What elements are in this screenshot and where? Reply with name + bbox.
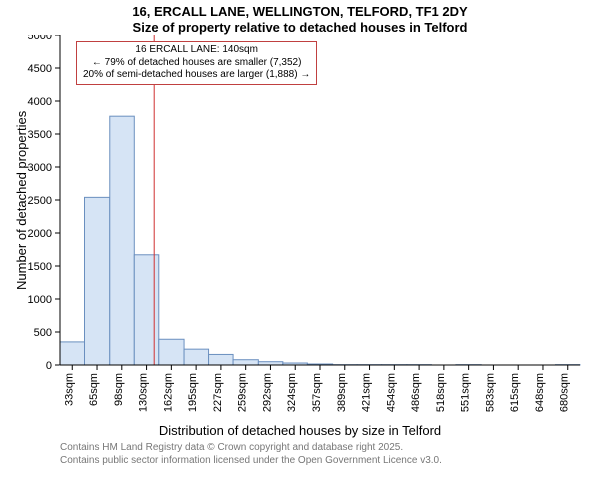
svg-text:648sqm: 648sqm [534, 373, 546, 412]
svg-text:195sqm: 195sqm [187, 373, 199, 412]
svg-text:162sqm: 162sqm [162, 373, 174, 412]
svg-text:98sqm: 98sqm [113, 373, 125, 406]
svg-text:65sqm: 65sqm [88, 373, 100, 406]
svg-text:454sqm: 454sqm [385, 373, 397, 412]
svg-text:292sqm: 292sqm [261, 373, 273, 412]
svg-text:518sqm: 518sqm [435, 373, 447, 412]
svg-text:4500: 4500 [28, 63, 52, 75]
svg-text:389sqm: 389sqm [336, 373, 348, 412]
histogram-svg: 0 500 1000 1500 2000 2500 3000 3500 4000 4500 5000… [0, 35, 600, 423]
svg-text:259sqm: 259sqm [237, 373, 249, 412]
annotation-line2: ← 79% of detached houses are smaller (7,… [83, 57, 310, 70]
x-axis-label: Distribution of detached houses by size … [0, 423, 600, 438]
svg-text:357sqm: 357sqm [311, 373, 323, 412]
title-line1: 16, ERCALL LANE, WELLINGTON, TELFORD, TF… [0, 4, 600, 20]
svg-text:4000: 4000 [28, 96, 52, 108]
footer-line1: Contains HM Land Registry data © Crown c… [60, 442, 600, 455]
svg-text:5000: 5000 [28, 35, 52, 42]
svg-text:615sqm: 615sqm [509, 373, 521, 412]
annotation-line1: 16 ERCALL LANE: 140sqm [83, 44, 310, 57]
svg-text:486sqm: 486sqm [410, 373, 422, 412]
svg-text:1500: 1500 [28, 261, 52, 273]
svg-text:0: 0 [46, 360, 52, 372]
svg-text:551sqm: 551sqm [460, 373, 472, 412]
title-line2: Size of property relative to detached ho… [0, 20, 600, 36]
footer-line2: Contains public sector information licen… [60, 455, 600, 468]
footer: Contains HM Land Registry data © Crown c… [0, 438, 600, 467]
chart-area: Number of detached properties 0 500 1000 15… [0, 35, 600, 423]
annotation-box: 16 ERCALL LANE: 140sqm ← 79% of detached… [76, 41, 317, 85]
svg-text:130sqm: 130sqm [138, 373, 150, 412]
svg-text:680sqm: 680sqm [559, 373, 571, 412]
svg-text:500: 500 [34, 327, 52, 339]
svg-text:33sqm: 33sqm [63, 373, 75, 406]
annotation-line3: 20% of semi-detached houses are larger (… [83, 69, 310, 82]
svg-text:2500: 2500 [28, 195, 52, 207]
chart-title: 16, ERCALL LANE, WELLINGTON, TELFORD, TF… [0, 0, 600, 35]
svg-text:227sqm: 227sqm [212, 373, 224, 412]
y-axis-label: Number of detached properties [14, 111, 29, 290]
svg-text:2000: 2000 [28, 228, 52, 240]
svg-text:583sqm: 583sqm [484, 373, 496, 412]
svg-text:3000: 3000 [28, 162, 52, 174]
svg-text:3500: 3500 [28, 129, 52, 141]
svg-text:324sqm: 324sqm [286, 373, 298, 412]
svg-text:421sqm: 421sqm [361, 373, 373, 412]
svg-text:1000: 1000 [28, 294, 52, 306]
